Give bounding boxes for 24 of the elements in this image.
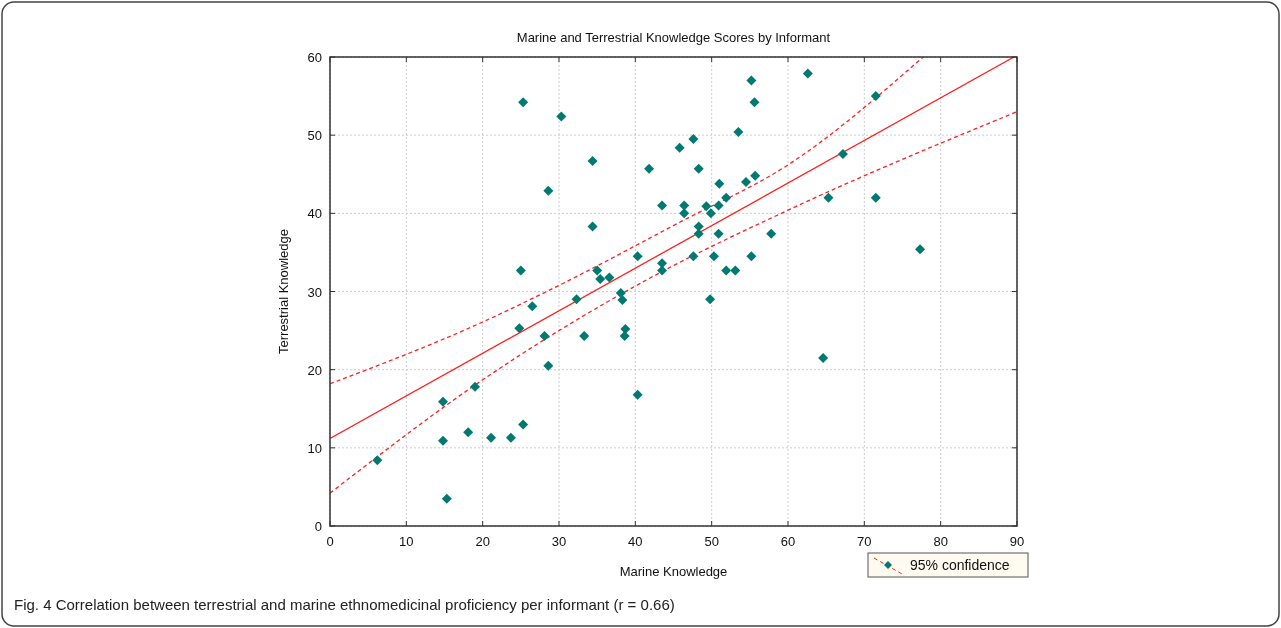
x-tick-label: 70	[857, 534, 872, 549]
x-tick-label: 50	[704, 534, 719, 549]
y-tick-label: 20	[307, 362, 322, 378]
legend-label: 95% confidence	[910, 557, 1010, 573]
x-tick-label: 60	[780, 534, 796, 549]
y-axis-title: Terrestrial Knowledge	[276, 228, 291, 355]
y-tick-label: 50	[307, 128, 322, 144]
y-tick-label: 0	[314, 519, 322, 534]
x-tick-label: 90	[1009, 534, 1025, 549]
x-tick-label: 40	[628, 534, 643, 549]
y-tick-label: 10	[307, 440, 322, 456]
x-axis-title: Marine Knowledge	[619, 564, 728, 579]
x-tick-label: 80	[933, 534, 948, 549]
y-tick-label: 30	[307, 284, 322, 300]
line-series	[330, 111, 1017, 494]
chart-title: Marine and Terrestrial Knowledge Scores by Informant	[516, 30, 831, 45]
y-tick-label: 60	[307, 50, 322, 65]
x-tick-label: 10	[399, 534, 414, 549]
line-series	[330, 57, 924, 385]
x-tick-label: 30	[551, 534, 567, 549]
x-tick-label: 0	[326, 534, 334, 549]
x-tick-label: 20	[475, 534, 490, 549]
caption: Fig. 4 Correlation between terrestrial and marine ethnomedicinal proficiency per informant (r = 0.66)	[14, 596, 675, 613]
y-tick-label: 40	[307, 206, 322, 222]
